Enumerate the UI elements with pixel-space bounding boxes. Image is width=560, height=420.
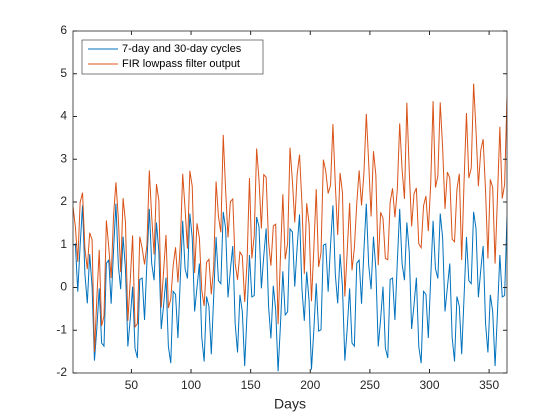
- y-tick-label: 3: [60, 151, 67, 165]
- y-tick-label: 2: [60, 194, 67, 208]
- legend: 7-day and 30-day cycles FIR lowpass filte…: [81, 39, 264, 75]
- series-line: [73, 83, 507, 353]
- y-tick-label: 4: [60, 109, 67, 123]
- legend-label: FIR lowpass filter output: [122, 58, 240, 70]
- x-tick-label: 100: [181, 378, 201, 392]
- x-axis-label: Days: [274, 396, 306, 412]
- x-tick-label: 150: [241, 378, 261, 392]
- y-tick-label: 0: [60, 280, 67, 294]
- legend-label: 7-day and 30-day cycles: [122, 43, 242, 55]
- x-tick-label: 350: [479, 378, 499, 392]
- y-tick-label: -1: [56, 322, 67, 336]
- series-line: [73, 203, 507, 372]
- x-tick-label: 250: [360, 378, 380, 392]
- y-tick-label: 5: [60, 66, 67, 80]
- y-tick-label: -2: [56, 365, 67, 379]
- x-tick-label: 50: [125, 378, 139, 392]
- plot-area: [73, 31, 507, 373]
- x-tick-label: 200: [300, 378, 320, 392]
- legend-box: [81, 39, 264, 75]
- y-tick-label: 1: [60, 237, 67, 251]
- x-tick-label: 300: [419, 378, 439, 392]
- plot-lines: [73, 83, 507, 372]
- y-tick-label: 6: [60, 23, 67, 37]
